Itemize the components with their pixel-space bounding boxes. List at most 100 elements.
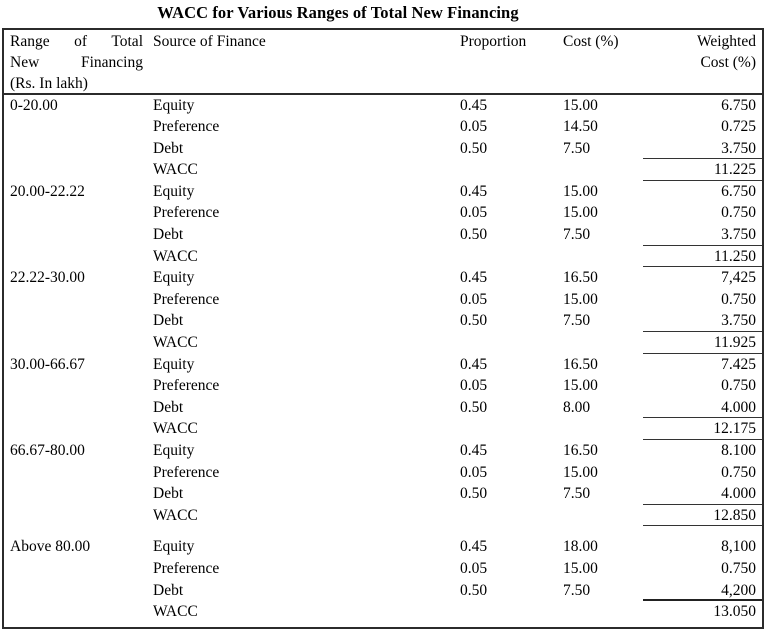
proportion-cell: 0.50: [460, 139, 488, 157]
table-row: Debt 0.50 7.50 3.750: [4, 310, 762, 333]
weighted-cell: 11.925: [643, 332, 762, 354]
source-cell: Debt: [153, 485, 184, 503]
proportion-cell: 0.05: [460, 290, 488, 308]
range-block: Above 80.00 Equity 0.45 18.00 8,100 Pref…: [4, 536, 762, 622]
weighted-cell: 0.750: [721, 290, 756, 308]
table-header-row: Range of Total New Financing (Rs. In lak…: [4, 30, 762, 95]
cost-cell: 7.50: [563, 581, 591, 599]
proportion-cell: 0.05: [460, 377, 488, 395]
weighted-cell: 8,100: [721, 538, 756, 556]
source-cell: Debt: [153, 139, 184, 157]
header-range: Range of Total New Financing (Rs. In lak…: [4, 31, 153, 95]
source-cell: WACC: [153, 603, 198, 621]
range-cell: 0-20.00: [10, 96, 58, 114]
weighted-cell: 6.750: [721, 96, 756, 114]
range-cell: 20.00-22.22: [10, 182, 85, 200]
range-cell: [4, 138, 153, 160]
proportion-cell: [455, 418, 555, 440]
table-row: Debt 0.50 7.50 4,200: [4, 580, 762, 602]
cost-cell: 14.50: [563, 118, 598, 136]
cost-cell: 16.50: [563, 269, 598, 287]
cost-cell: [555, 246, 643, 268]
source-cell: Debt: [153, 581, 184, 599]
cost-cell: 7.50: [563, 139, 591, 157]
source-cell: Preference: [153, 377, 220, 395]
table-row: Debt 0.50 7.50 3.750: [4, 138, 762, 160]
source-cell: Preference: [153, 118, 220, 136]
range-cell: [4, 418, 153, 440]
weighted-cell: 4,200: [643, 580, 762, 602]
cost-cell: [555, 332, 643, 354]
source-cell: Equity: [153, 182, 195, 200]
cost-cell: 15.00: [563, 96, 598, 114]
range-cell: [4, 397, 153, 419]
table-row: WACC 12.850: [4, 505, 762, 527]
weighted-cell: 3.750: [643, 138, 762, 160]
proportion-cell: [455, 246, 555, 268]
table-row: Debt 0.50 7.50 4.000: [4, 483, 762, 505]
proportion-cell: 0.50: [460, 485, 488, 503]
table-row: Preference 0.05 15.00 0.750: [4, 462, 762, 484]
cost-cell: 15.00: [563, 377, 598, 395]
table-row: Debt 0.50 7.50 3.750: [4, 224, 762, 246]
table-row: Preference 0.05 15.00 0.750: [4, 202, 762, 224]
range-cell: [4, 601, 153, 623]
header-range-line: (Rs. In lakh): [10, 75, 88, 93]
range-cell: [4, 310, 153, 332]
weighted-cell: 13.050: [713, 603, 756, 621]
source-cell: WACC: [153, 247, 198, 265]
cost-cell: 15.00: [563, 463, 598, 481]
cost-cell: [555, 159, 643, 181]
source-cell: Debt: [153, 398, 184, 416]
range-cell: [4, 246, 153, 268]
source-cell: Equity: [153, 442, 195, 459]
header-weighted: Weighted Cost (%): [643, 31, 762, 95]
proportion-cell: 0.50: [460, 398, 488, 416]
proportion-cell: 0.05: [460, 463, 488, 481]
proportion-cell: 0.45: [460, 355, 488, 373]
weighted-cell: 0.750: [721, 204, 756, 222]
table-row: WACC 12.175: [4, 418, 762, 440]
range-cell: [4, 580, 153, 602]
table-row: 22.22-30.00 Equity 0.45 16.50 7,425: [4, 267, 762, 289]
range-block: 22.22-30.00 Equity 0.45 16.50 7,425 Pref…: [4, 267, 762, 354]
range-cell: [4, 224, 153, 246]
header-weighted-line: Weighted: [696, 33, 756, 50]
proportion-cell: 0.05: [460, 118, 488, 136]
weighted-cell: 12.175: [643, 418, 762, 440]
table-row: WACC 11.925: [4, 332, 762, 354]
table-row: Debt 0.50 8.00 4.000: [4, 397, 762, 419]
cost-cell: 16.50: [563, 442, 598, 459]
header-range-line: Range of Total: [10, 33, 143, 50]
header-proportion: Proportion: [460, 33, 527, 50]
source-cell: Equity: [153, 538, 195, 556]
table-row: Preference 0.05 15.00 0.750: [4, 289, 762, 311]
cost-cell: [555, 418, 643, 440]
table-row: 0-20.00 Equity 0.45 15.00 6.750: [4, 95, 762, 117]
cost-cell: 15.00: [563, 559, 598, 577]
weighted-cell: 4.000: [643, 397, 762, 419]
source-cell: Debt: [153, 226, 184, 244]
range-cell: [4, 558, 153, 580]
range-block: 66.67-80.00 Equity 0.45 16.50 8.100 Pref…: [4, 440, 762, 527]
proportion-cell: [455, 601, 555, 623]
range-cell: 66.67-80.00: [10, 442, 85, 459]
proportion-cell: 0.45: [460, 182, 488, 200]
table-row: WACC 11.225: [4, 159, 762, 181]
proportion-cell: 0.45: [460, 538, 488, 556]
proportion-cell: 0.45: [460, 96, 488, 114]
weighted-cell: 11.225: [643, 159, 762, 181]
range-cell: 30.00-66.67: [10, 355, 85, 373]
range-cell: [4, 375, 153, 397]
proportion-cell: 0.45: [460, 442, 488, 459]
proportion-cell: [455, 159, 555, 181]
source-cell: WACC: [153, 506, 198, 524]
cost-cell: 15.00: [563, 182, 598, 200]
header-range-line: New Financing: [10, 54, 143, 72]
cost-cell: 8.00: [563, 398, 591, 416]
proportion-cell: 0.45: [460, 269, 488, 287]
weighted-cell: 6.750: [721, 182, 756, 200]
header-source: Source of Finance: [153, 33, 266, 50]
weighted-cell: 0.725: [721, 118, 756, 136]
